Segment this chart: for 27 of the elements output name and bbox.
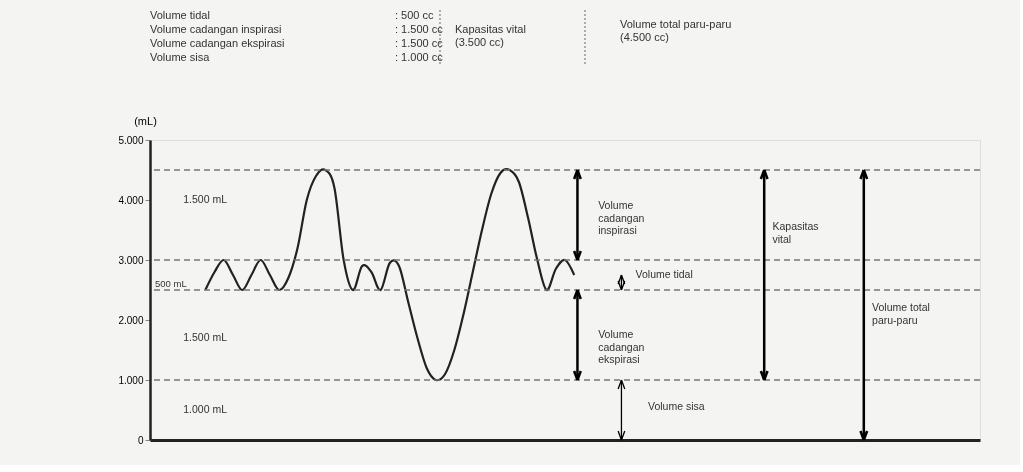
text: : 500 cc [395, 9, 435, 21]
y-tick-label: 3.000 [118, 254, 144, 266]
annotation: Volume sisa [648, 400, 705, 412]
y-tick-label: 5.000 [118, 134, 144, 146]
annotation: 1.000 mL [183, 403, 228, 415]
text: Volume sisa [150, 51, 211, 63]
annotation: Kapasitas vital [772, 220, 819, 245]
text: : 1.000 cc [395, 51, 444, 63]
annotation: Volume tidal [635, 268, 693, 280]
annotation: 500 mL [154, 278, 187, 289]
y-tick-label: 4.000 [118, 194, 144, 206]
y-tick-label: 0 [137, 434, 144, 446]
annotation: Volume cadangan inspirasi [598, 199, 645, 236]
text: : 1.500 cc [395, 23, 444, 35]
text: Volume cadangan ekspirasi [150, 37, 285, 49]
text: Volume total paru-paru (4.500 cc) [620, 18, 732, 43]
annotation: Volume cadangan ekspirasi [598, 328, 645, 365]
text: Kapasitas vital (3.500 cc) [455, 23, 526, 48]
y-tick-label: 2.000 [118, 314, 144, 326]
text: Volume tidal [150, 9, 210, 21]
y-axis-title: (mL) [134, 114, 157, 127]
text: : 1.500 cc [395, 37, 444, 49]
annotation: 1.500 mL [183, 193, 228, 205]
annotation: Volume total paru-paru [872, 301, 930, 326]
y-tick-label: 1.000 [118, 374, 144, 386]
annotation: 1.500 mL [183, 331, 228, 343]
text: Volume cadangan inspirasi [150, 23, 282, 35]
